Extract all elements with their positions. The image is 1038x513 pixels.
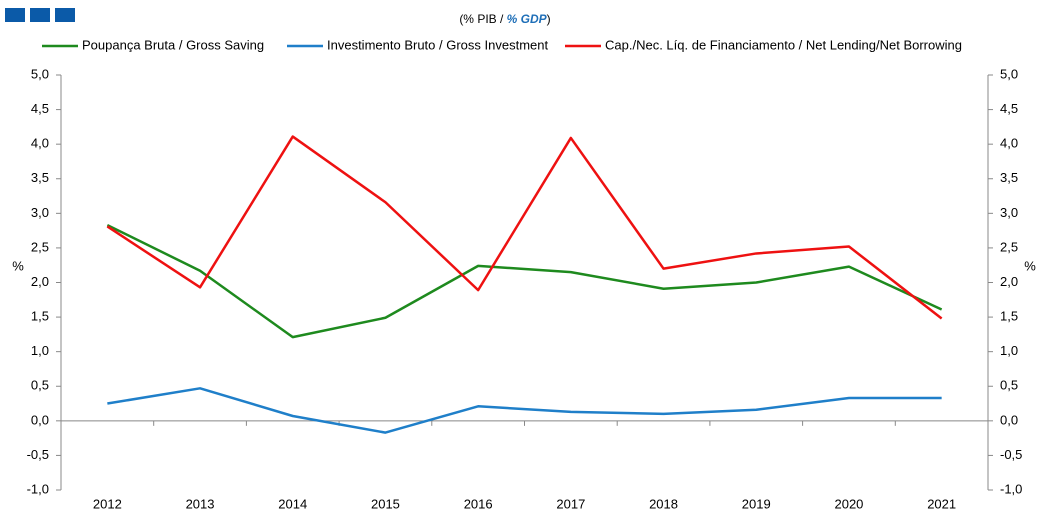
y-tick-label: 3,5 bbox=[31, 170, 49, 185]
y2-axis-label: % bbox=[1024, 258, 1036, 273]
x-tick-label: 2017 bbox=[556, 496, 585, 511]
y-tick-label: -1,0 bbox=[27, 481, 49, 496]
y-tick-label: 3,0 bbox=[31, 205, 49, 220]
x-tick-label: 2020 bbox=[834, 496, 863, 511]
logo-block bbox=[30, 8, 50, 22]
y-tick-label: 4,5 bbox=[31, 101, 49, 116]
y2-tick-label: 3,5 bbox=[1000, 170, 1018, 185]
y-tick-label: 1,5 bbox=[31, 309, 49, 324]
x-tick-label: 2019 bbox=[742, 496, 771, 511]
x-tick-label: 2014 bbox=[278, 496, 307, 511]
y2-tick-label: 0,0 bbox=[1000, 412, 1018, 427]
y2-tick-label: -0,5 bbox=[1000, 447, 1022, 462]
series-line bbox=[106, 223, 943, 339]
chart-subtitle: (% PIB / % GDP) bbox=[459, 12, 550, 26]
y2-tick-label: 4,0 bbox=[1000, 136, 1018, 151]
x-tick-label: 2018 bbox=[649, 496, 678, 511]
y-tick-label: 4,0 bbox=[31, 136, 49, 151]
legend-label: Investimento Bruto / Gross Investment bbox=[327, 37, 548, 52]
x-tick-label: 2013 bbox=[186, 496, 215, 511]
y-tick-label: 5,0 bbox=[31, 66, 49, 81]
logo-block bbox=[5, 8, 25, 22]
x-tick-label: 2015 bbox=[371, 496, 400, 511]
series-line bbox=[106, 135, 943, 320]
y-tick-label: 0,5 bbox=[31, 378, 49, 393]
logo-block bbox=[55, 8, 75, 22]
y2-tick-label: 3,0 bbox=[1000, 205, 1018, 220]
y2-tick-label: 4,5 bbox=[1000, 101, 1018, 116]
x-tick-label: 2012 bbox=[93, 496, 122, 511]
y-tick-label: 2,5 bbox=[31, 239, 49, 254]
legend-label: Cap./Nec. Líq. de Financiamento / Net Le… bbox=[605, 37, 962, 52]
y2-tick-label: 2,5 bbox=[1000, 239, 1018, 254]
y2-tick-label: -1,0 bbox=[1000, 481, 1022, 496]
legend-label: Poupança Bruta / Gross Saving bbox=[82, 37, 264, 52]
subtitle-part: ) bbox=[547, 12, 551, 26]
y2-tick-label: 5,0 bbox=[1000, 66, 1018, 81]
y2-tick-label: 1,0 bbox=[1000, 343, 1018, 358]
x-tick-label: 2021 bbox=[927, 496, 956, 511]
x-tick-label: 2016 bbox=[464, 496, 493, 511]
y2-tick-label: 0,5 bbox=[1000, 378, 1018, 393]
series-line bbox=[107, 387, 942, 434]
y-tick-label: 0,0 bbox=[31, 412, 49, 427]
y-tick-label: 1,0 bbox=[31, 343, 49, 358]
subtitle-part: (% PIB / bbox=[459, 12, 506, 26]
y-tick-label: 2,0 bbox=[31, 274, 49, 289]
y-tick-label: -0,5 bbox=[27, 447, 49, 462]
subtitle-part: % GDP bbox=[507, 12, 548, 26]
y2-tick-label: 2,0 bbox=[1000, 274, 1018, 289]
y2-tick-label: 1,5 bbox=[1000, 309, 1018, 324]
y-axis-label: % bbox=[12, 258, 24, 273]
